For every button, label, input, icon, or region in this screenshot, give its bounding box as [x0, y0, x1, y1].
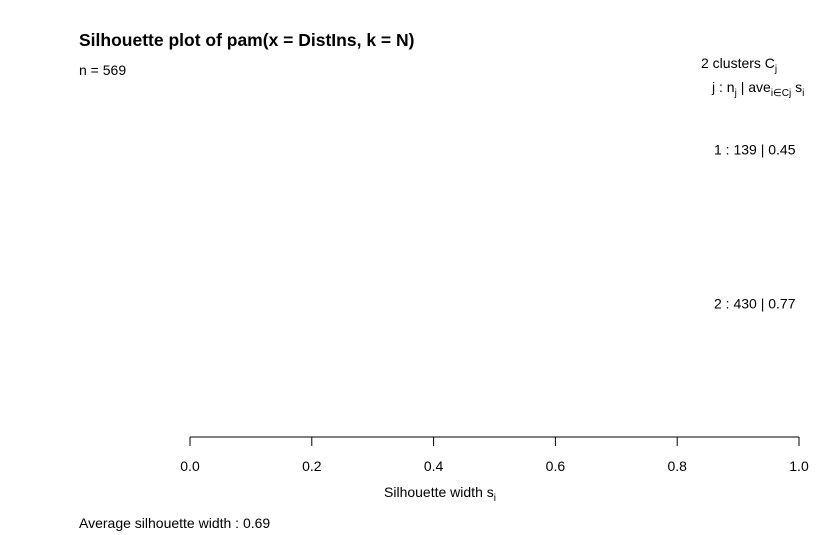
x-tick-label-0: 0.0 — [180, 458, 200, 474]
cluster-label-2: 2 : 430 | 0.77 — [714, 296, 796, 312]
x-tick-label-4: 0.8 — [667, 458, 687, 474]
x-tick-label-5: 1.0 — [789, 458, 809, 474]
x-tick-label-2: 0.4 — [424, 458, 444, 474]
x-tick-label-1: 0.2 — [302, 458, 322, 474]
chart-title: Silhouette plot of pam(x = DistIns, k = … — [79, 30, 414, 50]
sample-size-label: n = 569 — [79, 62, 126, 78]
cluster-column-header: j : nj | avei∈Cj si — [711, 79, 804, 99]
x-axis: 0.0 0.2 0.4 0.6 0.8 1.0 — [180, 436, 809, 474]
x-tick-label-3: 0.6 — [546, 458, 566, 474]
cluster-label-1: 1 : 139 | 0.45 — [714, 142, 796, 158]
x-axis-label: Silhouette width si — [384, 484, 496, 504]
average-silhouette-width: Average silhouette width : 0.69 — [79, 515, 270, 531]
cluster-count-header: 2 clusters Cj — [701, 55, 777, 75]
